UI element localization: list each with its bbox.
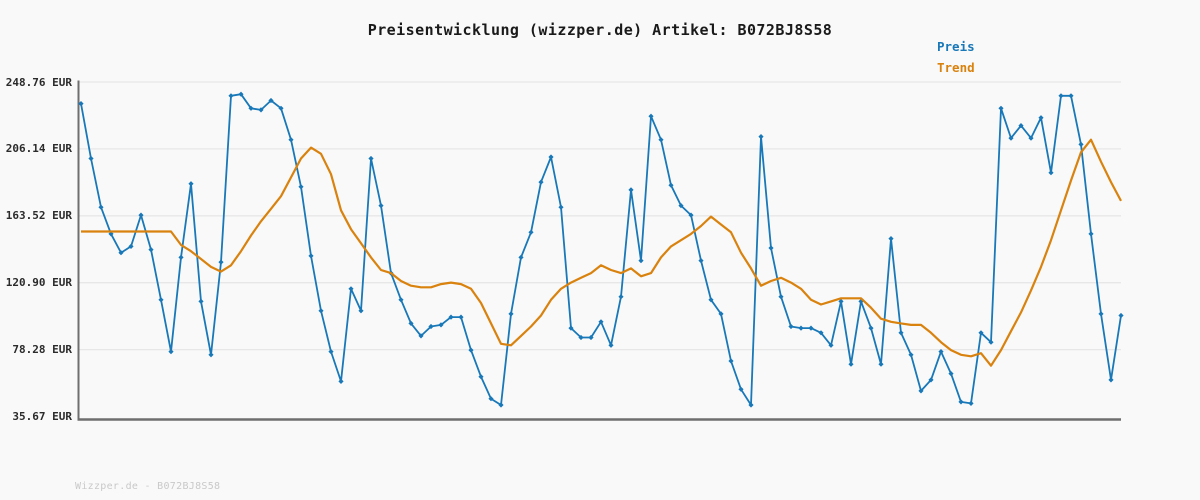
y-axis-tick-label: 248.76 EUR [5,75,72,89]
y-axis-tick-label: 35.67 EUR [12,410,72,423]
y-axis-tick-label: 163.52 EUR [5,209,72,223]
series-line-trend [81,138,1122,367]
y-axis-tick-label: 206.14 EUR [5,142,72,156]
series-markers-preis [78,91,1124,408]
series-line-preis [80,93,1122,406]
legend-label-preis: Preis [937,39,975,54]
legend-item-preis: Preis [937,39,975,54]
chart-title: Preisentwicklung (wizzper.de) Artikel: B… [367,21,833,39]
y-axis-tick-label: 120.90 EUR [5,276,72,290]
watermark-text: Wizzper.de - B072BJ8S58 [75,481,221,492]
legend-item-trend: Trend [937,60,975,75]
y-axis-tick-label: 78.28 EUR [12,343,72,357]
legend-label-trend: Trend [937,60,975,75]
